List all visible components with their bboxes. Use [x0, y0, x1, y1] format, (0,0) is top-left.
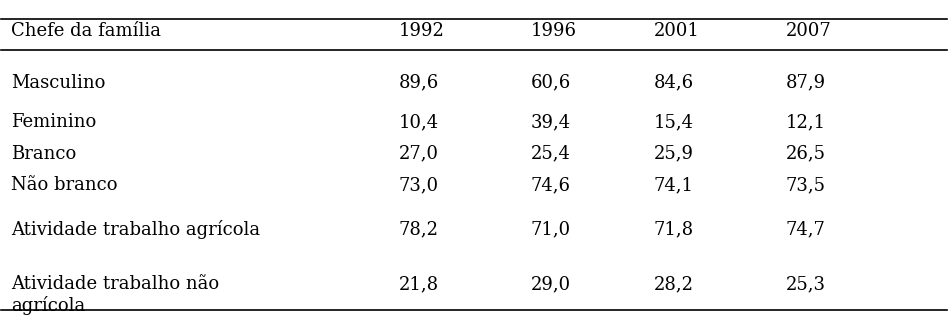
Text: 2007: 2007 [786, 22, 831, 40]
Text: Atividade trabalho agrícola: Atividade trabalho agrícola [10, 220, 260, 239]
Text: 21,8: 21,8 [398, 275, 439, 293]
Text: 89,6: 89,6 [398, 74, 439, 92]
Text: 1996: 1996 [531, 22, 576, 40]
Text: 25,3: 25,3 [786, 275, 826, 293]
Text: 78,2: 78,2 [398, 220, 438, 238]
Text: 12,1: 12,1 [786, 113, 826, 131]
Text: Branco: Branco [10, 145, 76, 162]
Text: 39,4: 39,4 [531, 113, 571, 131]
Text: 84,6: 84,6 [653, 74, 694, 92]
Text: 25,9: 25,9 [653, 145, 694, 162]
Text: 71,0: 71,0 [531, 220, 571, 238]
Text: Chefe da família: Chefe da família [10, 22, 161, 40]
Text: 26,5: 26,5 [786, 145, 826, 162]
Text: 27,0: 27,0 [398, 145, 438, 162]
Text: Não branco: Não branco [10, 176, 118, 194]
Text: Atividade trabalho não
agrícola: Atividade trabalho não agrícola [10, 275, 219, 315]
Text: 1992: 1992 [398, 22, 445, 40]
Text: 73,5: 73,5 [786, 176, 826, 194]
Text: 25,4: 25,4 [531, 145, 571, 162]
Text: 10,4: 10,4 [398, 113, 439, 131]
Text: 29,0: 29,0 [531, 275, 571, 293]
Text: 74,7: 74,7 [786, 220, 826, 238]
Text: 74,1: 74,1 [653, 176, 694, 194]
Text: 15,4: 15,4 [653, 113, 694, 131]
Text: 73,0: 73,0 [398, 176, 439, 194]
Text: 60,6: 60,6 [531, 74, 571, 92]
Text: 87,9: 87,9 [786, 74, 826, 92]
Text: 28,2: 28,2 [653, 275, 694, 293]
Text: 71,8: 71,8 [653, 220, 694, 238]
Text: 74,6: 74,6 [531, 176, 571, 194]
Text: 2001: 2001 [653, 22, 700, 40]
Text: Feminino: Feminino [10, 113, 96, 131]
Text: Masculino: Masculino [10, 74, 105, 92]
